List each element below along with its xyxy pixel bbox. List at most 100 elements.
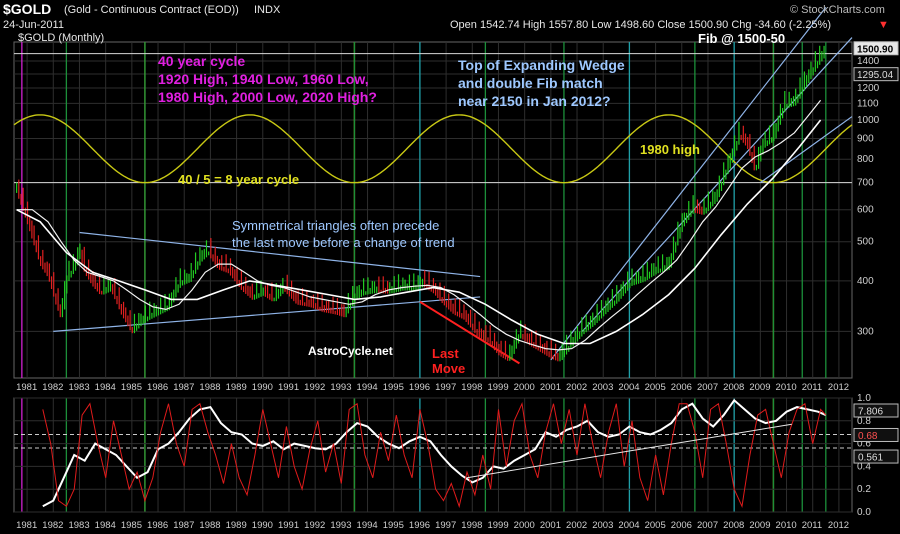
x-tick-label: 1983 <box>68 520 89 531</box>
y-tick-label: 1100 <box>857 98 879 109</box>
header-symbol: $GOLD <box>3 1 52 17</box>
annotation-triangles: Symmetrical triangles often precede the … <box>232 217 455 251</box>
header-date: 24-Jun-2011 <box>3 19 64 31</box>
y-tick-label: 1000 <box>857 115 880 126</box>
x-tick-label: 1998 <box>461 382 482 393</box>
annotation-site: AstroCycle.net <box>308 344 393 358</box>
x-tick-label: 1996 <box>409 520 430 531</box>
x-tick-label: 1988 <box>199 382 220 393</box>
eight-year-cycle-wave <box>13 114 853 184</box>
triangles-line-2: the last move before a change of trend <box>232 235 455 250</box>
y-tick-label: 400 <box>857 276 874 287</box>
x-tick-label: 2010 <box>776 382 797 393</box>
y-tick-label: 700 <box>857 178 874 189</box>
lastmove-line-1: Last <box>432 346 459 361</box>
x-tick-label: 1991 <box>278 382 299 393</box>
price-label: 1295.04 <box>857 70 894 81</box>
indicator-value-box <box>853 449 899 464</box>
x-tick-label: 1982 <box>42 382 63 393</box>
x-tick-label: 1995 <box>383 382 404 393</box>
annotation-1980-high: 1980 high <box>640 142 700 157</box>
wedge-line-2: and double Fib match <box>458 75 603 91</box>
x-tick-label: 2004 <box>618 382 639 393</box>
trendline <box>550 7 827 361</box>
x-tick-label: 2001 <box>540 520 561 531</box>
wedge-line-3: near 2150 in Jan 2012? <box>458 93 611 109</box>
y-tick-label: 600 <box>857 205 874 216</box>
x-tick-label: 2011 <box>802 382 822 393</box>
cycle40-line-1: 40 year cycle <box>158 53 246 69</box>
annotation-8-year-cycle: 40 / 5 = 8 year cycle <box>178 172 300 187</box>
x-tick-label: 1987 <box>173 520 194 531</box>
annotation-fib: Fib @ 1500-50 <box>698 31 786 46</box>
indicator-y-tick: 0.2 <box>857 484 871 495</box>
x-tick-label: 1990 <box>252 520 273 531</box>
x-tick-label: 1986 <box>147 382 168 393</box>
x-tick-label: 2012 <box>828 520 849 531</box>
header-ohlc: Open 1542.74 High 1557.80 Low 1498.60 Cl… <box>450 19 831 31</box>
x-tick-label: 1985 <box>121 382 142 393</box>
x-tick-label: 2005 <box>645 520 666 531</box>
x-tick-label: 1989 <box>226 520 247 531</box>
price-label: 1500.90 <box>857 44 894 55</box>
wedge-line-1: Top of Expanding Wedge <box>458 57 625 73</box>
x-tick-label: 2000 <box>514 382 535 393</box>
indicator-y-tick: 0.8 <box>857 416 871 427</box>
trendline <box>79 231 481 278</box>
x-tick-label: 1985 <box>121 520 142 531</box>
x-tick-label: 1998 <box>461 520 482 531</box>
x-tick-label: 2011 <box>802 520 822 531</box>
x-tick-label: 1986 <box>147 520 168 531</box>
indicator-value-box <box>853 427 899 442</box>
moving-average-line <box>16 99 822 351</box>
trendline <box>759 116 853 184</box>
x-tick-label: 1994 <box>357 382 378 393</box>
x-tick-label: 1997 <box>435 382 456 393</box>
x-tick-label: 2005 <box>645 382 666 393</box>
indicator-value-label: 7.806 <box>858 407 883 418</box>
x-tick-label: 2006 <box>671 382 692 393</box>
x-tick-label: 2010 <box>776 520 797 531</box>
moving-average-line <box>16 119 822 345</box>
x-tick-label: 1993 <box>330 382 351 393</box>
x-tick-label: 2002 <box>566 520 587 531</box>
y-tick-label: 1200 <box>857 83 880 94</box>
lastmove-line-2: Move <box>432 361 466 376</box>
price-label-box <box>853 41 899 56</box>
indicator-white-line <box>42 398 827 508</box>
x-tick-label: 1992 <box>304 382 325 393</box>
y-tick-label: 1400 <box>857 56 880 67</box>
x-tick-label: 2012 <box>828 382 849 393</box>
x-tick-label: 2006 <box>671 520 692 531</box>
x-tick-label: 1982 <box>42 520 63 531</box>
panel-title: $GOLD (Monthly) <box>18 32 105 44</box>
indicator-y-tick: 0.6 <box>857 439 871 450</box>
cycle40-line-3: 1980 High, 2000 Low, 2020 High? <box>158 89 377 105</box>
y-tick-label: 500 <box>857 237 874 248</box>
x-tick-label: 2001 <box>540 382 561 393</box>
cycle40-line-2: 1920 High, 1940 Low, 1960 Low, <box>158 71 369 87</box>
x-tick-label: 2008 <box>723 520 744 531</box>
x-tick-label: 2004 <box>618 520 639 531</box>
x-tick-label: 1999 <box>487 520 508 531</box>
x-tick-label: 2002 <box>566 382 587 393</box>
x-tick-label: 1981 <box>16 382 37 393</box>
y-tick-label: 900 <box>857 134 874 145</box>
indicator-value-box <box>853 403 899 418</box>
x-tick-label: 2003 <box>592 382 613 393</box>
y-tick-label: 800 <box>857 154 874 165</box>
y-tick-label: 300 <box>857 326 874 337</box>
annotation-expanding-wedge: Top of Expanding Wedge and double Fib ma… <box>458 56 625 110</box>
x-tick-label: 1992 <box>304 520 325 531</box>
x-tick-label: 2008 <box>723 382 744 393</box>
indicator-red-line <box>42 401 827 509</box>
x-tick-label: 1999 <box>487 382 508 393</box>
header-exchange: INDX <box>254 4 281 16</box>
triangles-line-1: Symmetrical triangles often precede <box>232 218 440 233</box>
header-down-marker: ▼ <box>878 19 889 31</box>
indicator-value-label: 0.68 <box>858 431 878 442</box>
x-tick-label: 1994 <box>357 520 378 531</box>
price-label-box <box>853 67 899 82</box>
indicator-value-label: 0.561 <box>858 453 883 464</box>
